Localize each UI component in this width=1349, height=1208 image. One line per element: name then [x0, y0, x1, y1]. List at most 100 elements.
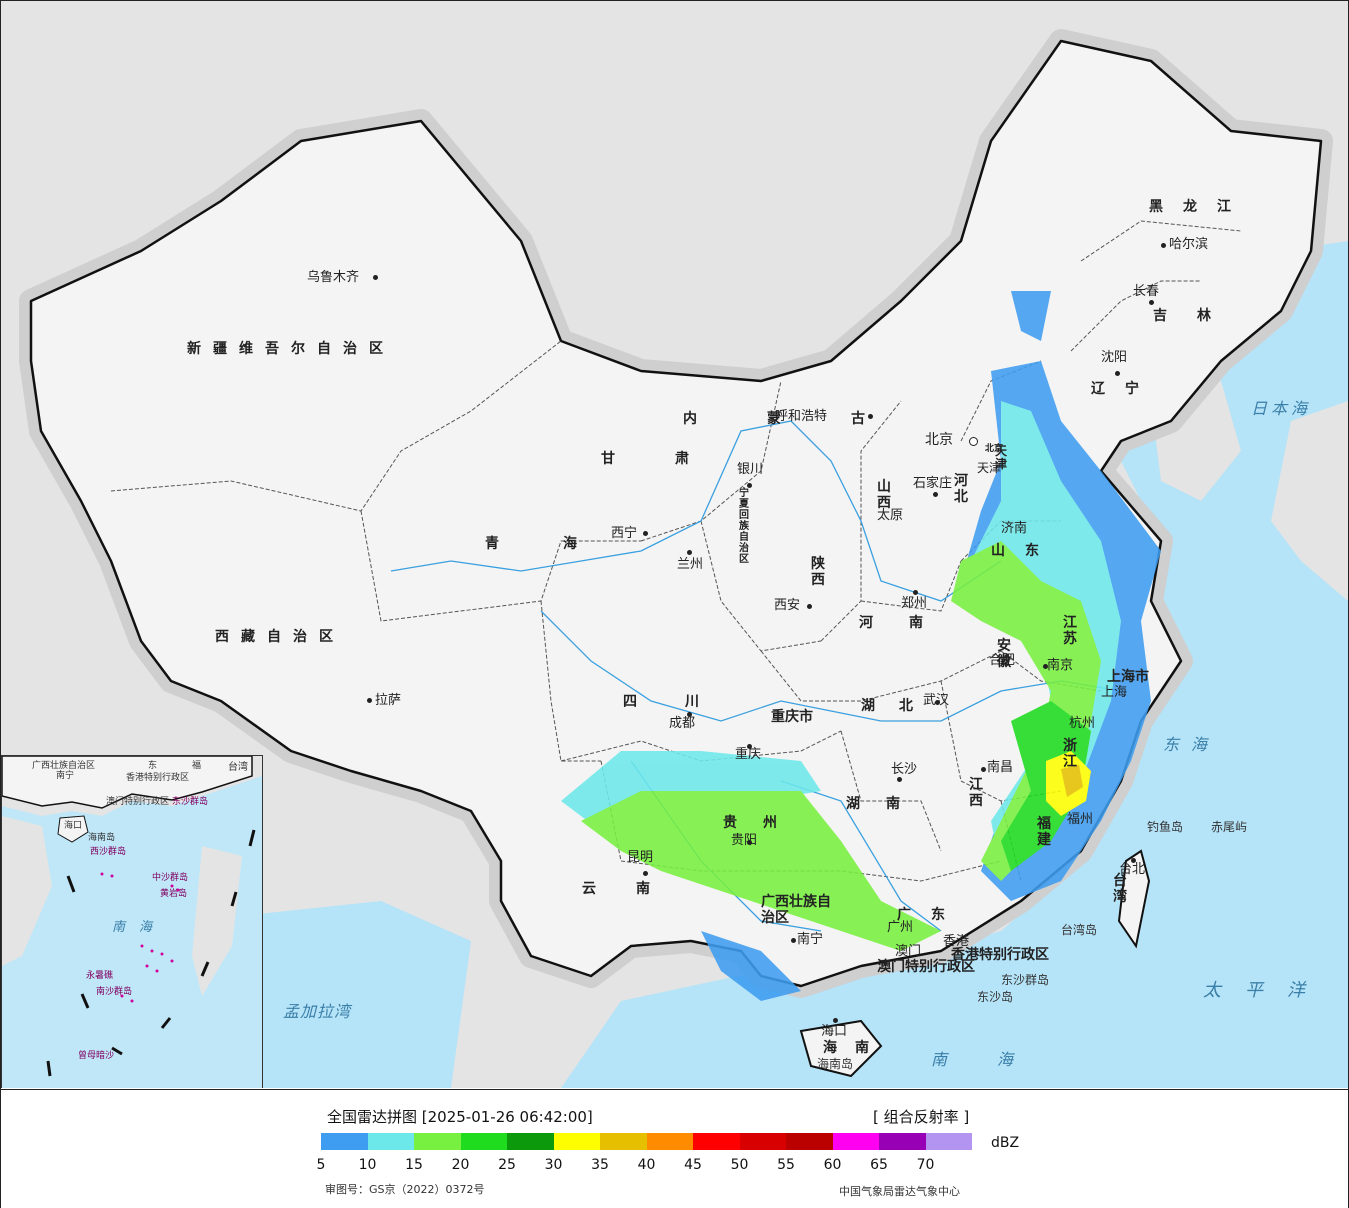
- city-label-xian: 西安: [774, 598, 801, 613]
- ocean-east: [561, 241, 1348, 1088]
- colorbar-tick-label: 35: [591, 1157, 609, 1173]
- island-label-dongsha-islands: 东沙群岛: [1001, 973, 1050, 987]
- inset-label-guangxi: 广西壮族自治区: [32, 761, 96, 771]
- inset-philippines: [192, 846, 242, 996]
- city-label-hangzhou: 杭州: [1069, 716, 1096, 731]
- city-label-hefei: 合肥: [989, 653, 1016, 668]
- city-dot: [643, 871, 648, 876]
- province-label-tianjin: 天津: [995, 444, 1008, 471]
- city-dot: [897, 777, 902, 782]
- inset-vietnam: [2, 816, 52, 966]
- echo-south-green: [581, 791, 941, 951]
- inset-label-macau: 澳门特别行政区: [106, 797, 170, 807]
- city-label-lhasa: 拉萨: [375, 693, 402, 708]
- inset-label-yongshu: 永暑礁: [86, 971, 114, 981]
- sea-label-east-china: 东海: [1163, 735, 1220, 754]
- island-label-hainan: 海南岛: [817, 1057, 854, 1071]
- province-label-xinjiang: 新疆维吾尔自治区: [187, 341, 395, 357]
- colorbar-swatch: [507, 1133, 554, 1150]
- city-label-haikou: 海口: [821, 1024, 848, 1039]
- inset-label-taiwan: 台湾: [228, 762, 248, 773]
- taiwan-land: [1117, 849, 1151, 949]
- city-dot: [933, 492, 938, 497]
- japan-land: [1271, 401, 1348, 601]
- province-label-gansu: 甘肃: [601, 451, 749, 467]
- province-label-jiangxi: 江西: [969, 777, 983, 809]
- inset-label-dong: 东: [148, 761, 158, 771]
- city-label-shanghai: 上海: [1101, 685, 1128, 700]
- province-label-jiangsu: 江苏: [1063, 615, 1077, 647]
- colorbar-tick-label: 30: [544, 1157, 563, 1173]
- city-dot: [747, 840, 752, 845]
- inset-label-huangyan: 黄岩岛: [160, 889, 188, 899]
- province-label-chongqing: 重庆市: [771, 709, 813, 725]
- province-label-fujian: 福建: [1037, 816, 1051, 848]
- legend-product-type: [ 组合反射率 ]: [873, 1108, 970, 1126]
- colorbar-tick-label: 15: [405, 1157, 423, 1173]
- province-label-hubei: 湖北: [861, 698, 937, 714]
- south-china-sea-inset[interactable]: 广西壮族自治区 南宁 海口 香港特别行政区 澳门特别行政区 东沙群岛 西沙群岛 …: [1, 755, 263, 1088]
- city-label-guangzhou: 广州: [887, 920, 914, 935]
- city-dot: [807, 604, 812, 609]
- city-dot: [913, 590, 918, 595]
- legend-panel: 全国雷达拼图 [2025-01-26 06:42:00] [ 组合反射率 ] 5…: [1, 1089, 1348, 1208]
- sea-label-south-china: 南海: [931, 1050, 1064, 1069]
- province-label-neimenggu: 内蒙古: [683, 411, 935, 427]
- echo-nw-blue: [1011, 291, 1051, 341]
- colorbar-tick-label: 40: [637, 1157, 656, 1173]
- inset-label-haikou: 海口: [64, 821, 83, 831]
- inset-label-dongsha: 东沙群岛: [172, 797, 209, 807]
- city-dot: [643, 531, 648, 536]
- province-label-guizhou: 贵州: [723, 815, 803, 831]
- city-label-kunming: 昆明: [627, 850, 654, 865]
- colorbar-tick-label: 45: [684, 1157, 702, 1173]
- province-label-beijing: 北京: [985, 444, 1004, 454]
- colorbar-tick-label: 50: [730, 1157, 749, 1173]
- inset-label-nansha: 南沙群岛: [96, 987, 133, 997]
- province-label-ningxia: 宁夏回族自治区: [739, 488, 749, 565]
- province-label-heilongjiang: 黑龙江: [1149, 199, 1251, 215]
- province-label-guangxi: 广西壮族自治区: [761, 894, 831, 926]
- colorbar-swatch: [832, 1133, 879, 1150]
- colorbar-swatch: [925, 1133, 972, 1150]
- data-source: 中国气象局雷达气象中心: [839, 1185, 960, 1198]
- inset-china-coast: [2, 756, 253, 809]
- city-label-nanjing: 南京: [1047, 658, 1074, 673]
- city-label-hongkong: 香港: [943, 934, 970, 949]
- hainan-land: [799, 1019, 883, 1078]
- colorbar-swatch: [553, 1133, 600, 1150]
- city-dot: [687, 550, 692, 555]
- province-label-yunnan: 云南: [582, 881, 690, 897]
- city-label-tianjin: 天津: [977, 461, 1002, 475]
- province-label-hebei: 河北: [954, 473, 968, 505]
- island-label-dongsha: 东沙岛: [977, 990, 1014, 1004]
- colorbar-tick-label: 25: [498, 1157, 516, 1173]
- legend-title: 全国雷达拼图 [2025-01-26 06:42:00]: [327, 1108, 593, 1126]
- china-radar-map[interactable]: 新疆维吾尔自治区 西藏自治区 青海 甘肃 内蒙古 黑龙江 吉林 辽宁 河北 山西…: [1, 1, 1348, 1088]
- sea-label-pacific: 太平洋: [1203, 980, 1329, 1001]
- province-label-hainan: 海南: [823, 1040, 887, 1056]
- inset-sea-label: 南海: [112, 920, 167, 935]
- island-label-taiwan: 台湾岛: [1061, 923, 1098, 937]
- inset-nine-dash-line: [46, 829, 256, 1077]
- city-label-macau: 澳门: [895, 944, 922, 959]
- city-label-taipei: 台北: [1119, 862, 1146, 877]
- province-label-xizang: 西藏自治区: [215, 629, 345, 645]
- city-label-changchun: 长春: [1133, 284, 1160, 299]
- colorbar-tick-label: 10: [358, 1157, 377, 1173]
- city-label-fuzhou: 福州: [1067, 812, 1094, 827]
- city-label-taiyuan: 太原: [877, 508, 904, 523]
- city-label-zhengzhou: 郑州: [901, 596, 928, 611]
- city-label-xining: 西宁: [611, 526, 638, 541]
- city-dot: [747, 744, 752, 749]
- city-label-nanning: 南宁: [797, 932, 824, 947]
- echo-guangxi-blue: [701, 931, 801, 1001]
- inset-label-hongkong: 香港特别行政区: [126, 773, 190, 783]
- colorbar-swatch: [321, 1133, 368, 1150]
- province-label-liaoning: 辽宁: [1091, 381, 1159, 397]
- colorbar-ticks: 5 10 15 20 25 30 35 40 45 50 55 60 65 70: [317, 1157, 1001, 1173]
- sea-label-bay-of-bengal: 孟加拉湾: [283, 1002, 352, 1021]
- colorbar-swatch: [739, 1133, 786, 1150]
- city-dot: [1161, 243, 1166, 248]
